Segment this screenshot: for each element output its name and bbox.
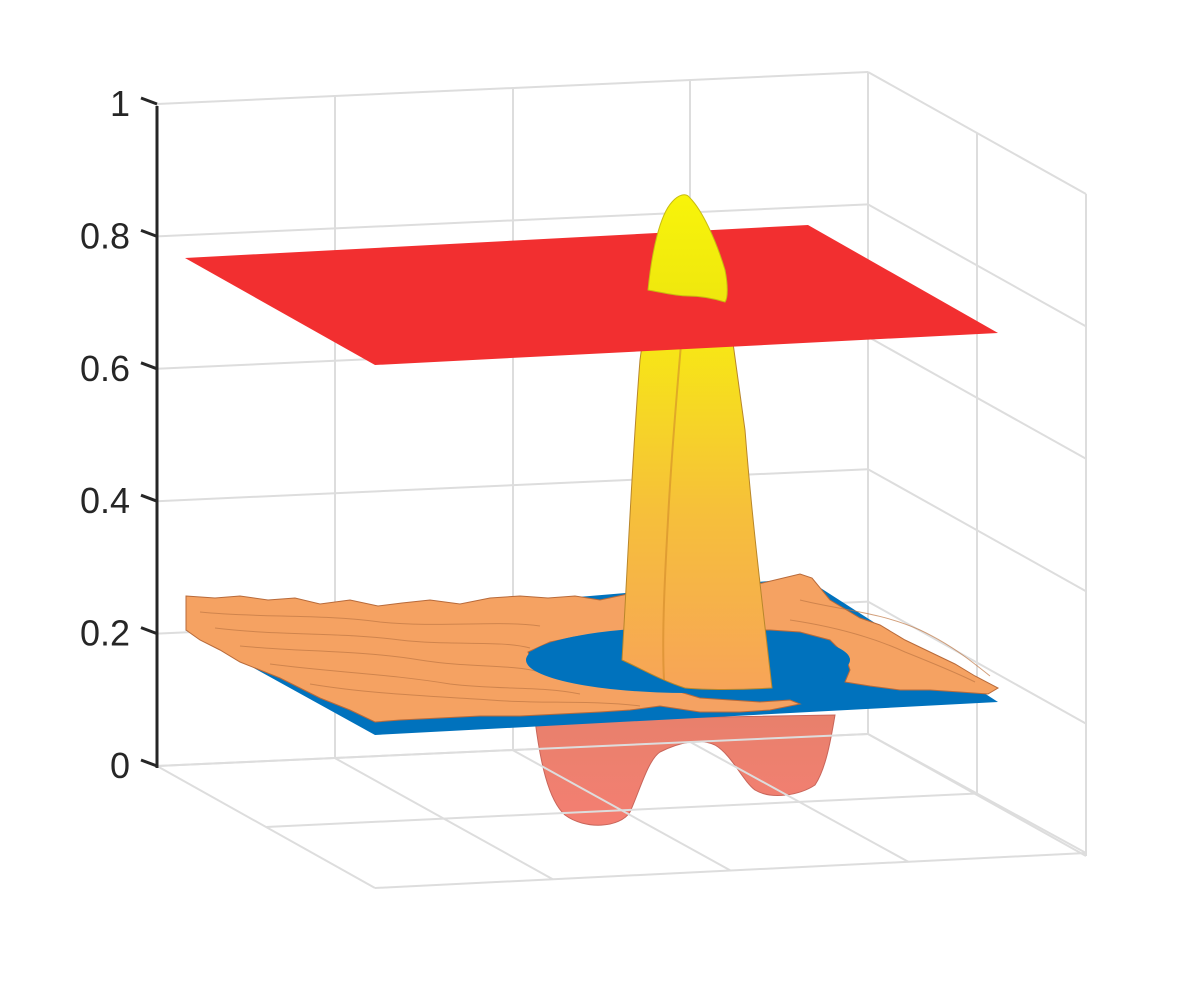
z-tick-label: 0.6 bbox=[80, 348, 130, 389]
z-tick-mark bbox=[140, 758, 158, 768]
z-tick-mark bbox=[140, 493, 158, 503]
z-tick-label: 0.4 bbox=[80, 480, 130, 521]
surface-texture bbox=[199, 599, 991, 707]
surface-spike-ridge bbox=[662, 295, 686, 681]
z-axis-ticks: 0 0.2 0.4 0.6 0.8 1 bbox=[80, 83, 158, 786]
surface-spike bbox=[621, 289, 773, 690]
z-tick-label: 0 bbox=[110, 745, 130, 786]
grid-floor-width bbox=[156, 733, 869, 767]
z-tick-mark bbox=[140, 228, 158, 238]
z-tick-label: 0.2 bbox=[80, 613, 130, 654]
axis-grid-front bbox=[156, 733, 1087, 889]
surface-well bbox=[534, 714, 836, 826]
surface-noisy-layer bbox=[185, 573, 1000, 723]
surface-spike-tip bbox=[647, 194, 728, 303]
grid-floor-width bbox=[374, 852, 1087, 889]
grid-floor-width bbox=[265, 792, 978, 828]
z-tick-mark bbox=[140, 626, 158, 636]
z-tick-mark bbox=[140, 361, 158, 371]
z-tick-mark bbox=[140, 96, 158, 106]
plane-upper bbox=[185, 225, 998, 365]
z-tick-label: 1 bbox=[110, 83, 130, 124]
z-tick-label: 0.8 bbox=[80, 215, 130, 256]
